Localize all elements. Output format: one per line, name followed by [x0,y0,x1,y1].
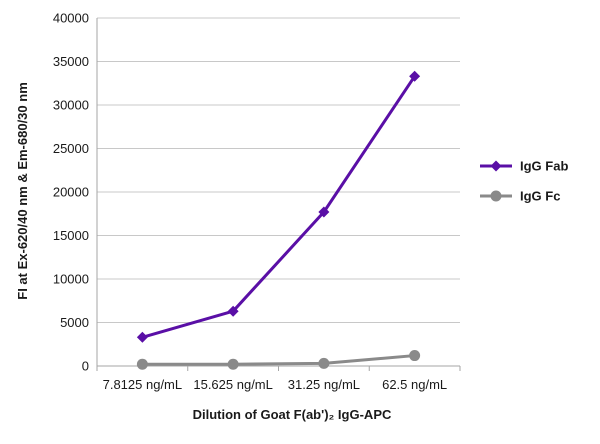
series-line [141,75,416,339]
data-point [409,350,421,362]
data-point [227,358,239,370]
data-point [136,331,148,343]
y-tick-label: 20000 [53,185,89,200]
y-tick-labels: 0 5000 10000 15000 20000 25000 30000 35000 40000 [53,11,89,374]
y-tick-label: 15000 [53,228,89,243]
x-tick-label: 7.8125 ng/mL [103,377,183,392]
data-point [318,357,330,369]
y-tick-label: 10000 [53,272,89,287]
legend-marker [490,160,502,172]
series-lines [136,70,421,370]
y-tick-label: 40000 [53,11,89,26]
x-tick-label: 15.625 ng/mL [193,377,273,392]
x-axis-title: Dilution of Goat F(ab')₂ IgG-APC [193,407,392,422]
x-tick-label: 31.25 ng/mL [288,377,360,392]
legend-label: IgG Fab [520,159,568,174]
x-tick-label: 62.5 ng/mL [382,377,447,392]
y-tick-label: 35000 [53,54,89,69]
x-tick-labels: 7.8125 ng/mL 15.625 ng/mL 31.25 ng/mL 62.5 … [103,377,448,392]
data-point [227,305,239,317]
legend-marker [490,190,502,202]
series-line [142,354,415,366]
y-tick-label: 0 [82,359,89,374]
gridlines [97,17,460,323]
legend: IgG Fab IgG Fc [480,159,568,204]
data-point [136,358,148,370]
y-tick-label: 25000 [53,141,89,156]
y-tick-label: 30000 [53,98,89,113]
y-tick-label: 5000 [60,315,89,330]
data-point [318,206,330,218]
legend-label: IgG Fc [520,189,560,204]
y-axis-title: FI at Ex-620/40 nm & Em-680/30 nm [15,82,30,299]
data-point [409,70,421,82]
axes [96,18,461,371]
